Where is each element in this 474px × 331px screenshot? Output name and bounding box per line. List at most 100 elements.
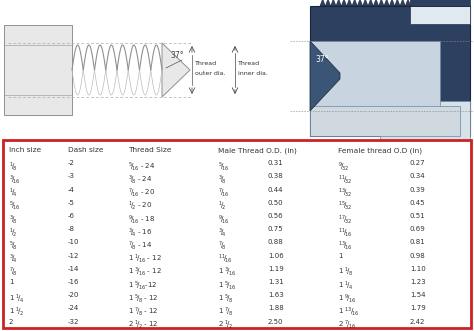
Text: 1 $^5\!/\!_8$: 1 $^5\!/\!_8$ <box>218 292 233 305</box>
Text: 0.81: 0.81 <box>410 239 426 245</box>
FancyBboxPatch shape <box>3 140 471 328</box>
Polygon shape <box>336 0 341 6</box>
Text: 1: 1 <box>338 253 343 259</box>
Text: 0.75: 0.75 <box>268 226 283 232</box>
Text: $^3\!/\!_{16}$: $^3\!/\!_{16}$ <box>9 173 20 186</box>
Text: $^{13}\!/\!_{32}$: $^{13}\!/\!_{32}$ <box>338 187 352 199</box>
Text: $^7\!/\!_{16}$: $^7\!/\!_{16}$ <box>218 187 229 199</box>
Text: $^7\!/\!_8$ - 14: $^7\!/\!_8$ - 14 <box>128 239 152 252</box>
Text: $^3\!/\!_8$ - 24: $^3\!/\!_8$ - 24 <box>128 173 152 186</box>
Text: 1.19: 1.19 <box>268 266 284 272</box>
Text: $^{11}\!/\!_{32}$: $^{11}\!/\!_{32}$ <box>338 173 352 186</box>
Text: $^9\!/\!_{32}$: $^9\!/\!_{32}$ <box>338 160 349 173</box>
Text: $^{13}\!/\!_{16}$: $^{13}\!/\!_{16}$ <box>338 239 353 252</box>
Text: -6: -6 <box>68 213 75 219</box>
Text: $^5\!/\!_{16}$: $^5\!/\!_{16}$ <box>218 160 229 173</box>
Text: 2: 2 <box>9 319 13 325</box>
Text: 0.88: 0.88 <box>268 239 284 245</box>
Text: 1 $^{13}\!/\!_{16}$: 1 $^{13}\!/\!_{16}$ <box>338 306 359 318</box>
Text: 1 $^5\!/\!_8$ - 12: 1 $^5\!/\!_8$ - 12 <box>128 292 159 305</box>
Text: -8: -8 <box>68 226 75 232</box>
Text: 1.54: 1.54 <box>410 292 426 298</box>
Text: -3: -3 <box>68 173 75 179</box>
Bar <box>0 0 474 140</box>
Text: 1.10: 1.10 <box>410 266 426 272</box>
Text: 2.42: 2.42 <box>410 319 425 325</box>
Polygon shape <box>384 0 389 6</box>
Text: 1: 1 <box>9 279 13 285</box>
Text: $^{17}\!/\!_{32}$: $^{17}\!/\!_{32}$ <box>338 213 352 225</box>
Text: 0.31: 0.31 <box>268 160 284 166</box>
Text: 0.50: 0.50 <box>268 200 283 206</box>
Text: 0.34: 0.34 <box>410 173 426 179</box>
Text: Thread: Thread <box>195 61 217 66</box>
Polygon shape <box>363 0 368 6</box>
Text: 1.63: 1.63 <box>268 292 284 298</box>
Text: 37°: 37° <box>170 51 183 60</box>
Text: 0.98: 0.98 <box>410 253 426 259</box>
Text: 1 $^7\!/\!_8$ - 12: 1 $^7\!/\!_8$ - 12 <box>128 306 159 318</box>
Text: $^1\!/\!_8$: $^1\!/\!_8$ <box>9 160 18 173</box>
Text: $^{11}\!/\!_{16}$: $^{11}\!/\!_{16}$ <box>338 226 353 239</box>
Text: 1.79: 1.79 <box>410 306 426 311</box>
Text: $^3\!/\!_8$: $^3\!/\!_8$ <box>9 213 18 225</box>
Text: $^7\!/\!_{16}$ - 20: $^7\!/\!_{16}$ - 20 <box>128 187 155 199</box>
Polygon shape <box>310 41 340 111</box>
Text: 1 $^7\!/\!_8$: 1 $^7\!/\!_8$ <box>218 306 233 318</box>
Polygon shape <box>346 0 352 6</box>
Text: $^7\!/\!_8$: $^7\!/\!_8$ <box>218 239 227 252</box>
Text: 1 $^3\!/\!_{16}$: 1 $^3\!/\!_{16}$ <box>218 266 236 278</box>
Text: 1 $^1\!/\!_2$: 1 $^1\!/\!_2$ <box>9 306 24 318</box>
Text: Thread: Thread <box>238 61 260 66</box>
Text: -16: -16 <box>68 279 80 285</box>
Text: 2 $^1\!/\!_2$ - 12: 2 $^1\!/\!_2$ - 12 <box>128 319 159 331</box>
Text: -5: -5 <box>68 200 75 206</box>
Text: 2 $^7\!/\!_{16}$: 2 $^7\!/\!_{16}$ <box>338 319 356 331</box>
Text: -4: -4 <box>68 187 75 193</box>
Polygon shape <box>389 0 395 6</box>
Text: 2.50: 2.50 <box>268 319 283 325</box>
Text: 2 $^1\!/\!_2$: 2 $^1\!/\!_2$ <box>218 319 233 331</box>
Text: -12: -12 <box>68 253 79 259</box>
Text: $^{11}\!/\!_{16}$: $^{11}\!/\!_{16}$ <box>218 253 233 265</box>
Bar <box>4 25 72 115</box>
Text: $^5\!/\!_{16}$: $^5\!/\!_{16}$ <box>9 200 20 212</box>
Text: 1 $^3\!/\!_{16}$ - 12: 1 $^3\!/\!_{16}$ - 12 <box>128 266 162 278</box>
Polygon shape <box>352 0 357 6</box>
Text: 0.27: 0.27 <box>410 160 426 166</box>
Text: $^5\!/\!_{16}$ - 24: $^5\!/\!_{16}$ - 24 <box>128 160 155 173</box>
Text: $^7\!/\!_8$: $^7\!/\!_8$ <box>9 266 18 278</box>
Polygon shape <box>341 0 346 6</box>
Text: 1 $^1\!/\!_4$: 1 $^1\!/\!_4$ <box>9 292 24 305</box>
Polygon shape <box>331 0 336 6</box>
Text: 0.39: 0.39 <box>410 187 426 193</box>
Text: 0.38: 0.38 <box>268 173 284 179</box>
Bar <box>410 0 470 6</box>
Text: 1.23: 1.23 <box>410 279 426 285</box>
Polygon shape <box>325 0 331 6</box>
Polygon shape <box>368 0 374 6</box>
Text: 0.69: 0.69 <box>410 226 426 232</box>
Bar <box>380 101 470 156</box>
Polygon shape <box>400 0 405 6</box>
Text: $^9\!/\!_{16}$ - 18: $^9\!/\!_{16}$ - 18 <box>128 213 155 225</box>
Text: $^3\!/\!_4$ - 16: $^3\!/\!_4$ - 16 <box>128 226 152 239</box>
Text: outer dia.: outer dia. <box>195 71 226 76</box>
Text: $^3\!/\!_4$: $^3\!/\!_4$ <box>218 226 227 239</box>
Text: Dash size: Dash size <box>68 147 103 153</box>
Text: $^5\!/\!_8$: $^5\!/\!_8$ <box>9 239 18 252</box>
Text: -14: -14 <box>68 266 79 272</box>
Text: $^9\!/\!_{16}$: $^9\!/\!_{16}$ <box>218 213 229 225</box>
Text: Male Thread O.D. (in): Male Thread O.D. (in) <box>218 147 297 154</box>
Text: $^3\!/\!_4$: $^3\!/\!_4$ <box>9 253 18 265</box>
Text: 1 $^5\!/\!_{16}$: 1 $^5\!/\!_{16}$ <box>218 279 236 292</box>
Polygon shape <box>162 43 190 97</box>
Text: $^1\!/\!_2$: $^1\!/\!_2$ <box>9 226 17 239</box>
Polygon shape <box>374 0 379 6</box>
Bar <box>310 41 440 111</box>
Text: 1 $^5\!/\!_{16}$-12: 1 $^5\!/\!_{16}$-12 <box>128 279 157 292</box>
Polygon shape <box>320 0 325 6</box>
Text: 0.56: 0.56 <box>268 213 283 219</box>
Text: 1.31: 1.31 <box>268 279 284 285</box>
Text: $^3\!/\!_8$: $^3\!/\!_8$ <box>218 173 227 186</box>
